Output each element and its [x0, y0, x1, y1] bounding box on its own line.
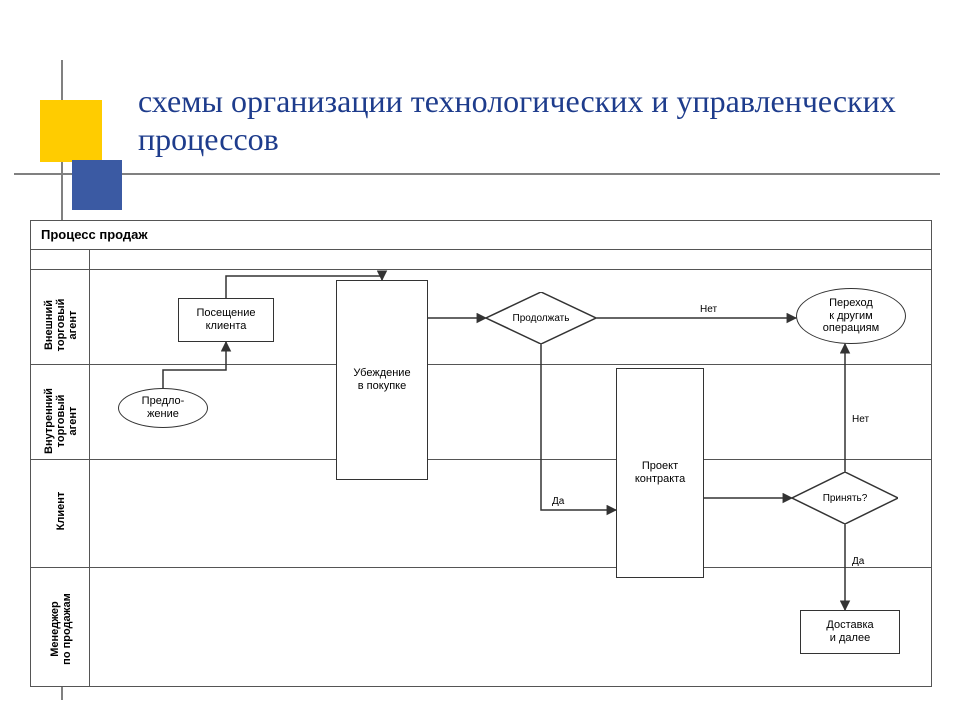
title-row-divider — [31, 249, 931, 250]
node-goto-other-ops: Переходк другимоперациям — [796, 288, 906, 344]
node-accept-label: Принять? — [792, 472, 898, 524]
swimlane-diagram: Процесс продаж Внешнийторговыйагент Внут… — [30, 220, 932, 687]
ruler-horizontal — [14, 173, 940, 175]
node-contract: Проектконтракта — [616, 368, 704, 578]
lane-sep-3 — [31, 567, 931, 568]
lane-sep-2 — [31, 459, 931, 460]
node-visit: Посещениеклиента — [178, 298, 274, 342]
edge-label-continue-yes: Да — [552, 496, 564, 507]
edge-label-accept-yes: Да — [852, 556, 864, 567]
node-offer: Предло-жение — [118, 388, 208, 428]
slide-title: схемы организации технологических и упра… — [138, 82, 918, 159]
lane-label-sales-manager: Менеджерпо продажам — [49, 583, 73, 675]
edge-label-accept-no: Нет — [852, 414, 869, 425]
lane-label-client: Клиент — [55, 478, 67, 544]
node-continue-label: Продолжать — [486, 292, 596, 344]
deco-blue-square — [72, 160, 122, 210]
slide: схемы организации технологических и упра… — [0, 0, 960, 720]
gap-row-divider — [31, 269, 931, 270]
lane-sep-1 — [31, 364, 931, 365]
edge-label-continue-no: Нет — [700, 304, 717, 315]
process-title: Процесс продаж — [41, 227, 148, 242]
node-deliver: Доставкаи далее — [800, 610, 900, 654]
node-persuade: Убеждениев покупке — [336, 280, 428, 480]
deco-yellow-square — [40, 100, 102, 162]
lane-label-external-agent: Внешнийторговыйагент — [43, 287, 79, 363]
lane-label-internal-agent: Внутреннийторговыйагент — [43, 380, 79, 462]
lane-header-divider — [89, 249, 90, 686]
